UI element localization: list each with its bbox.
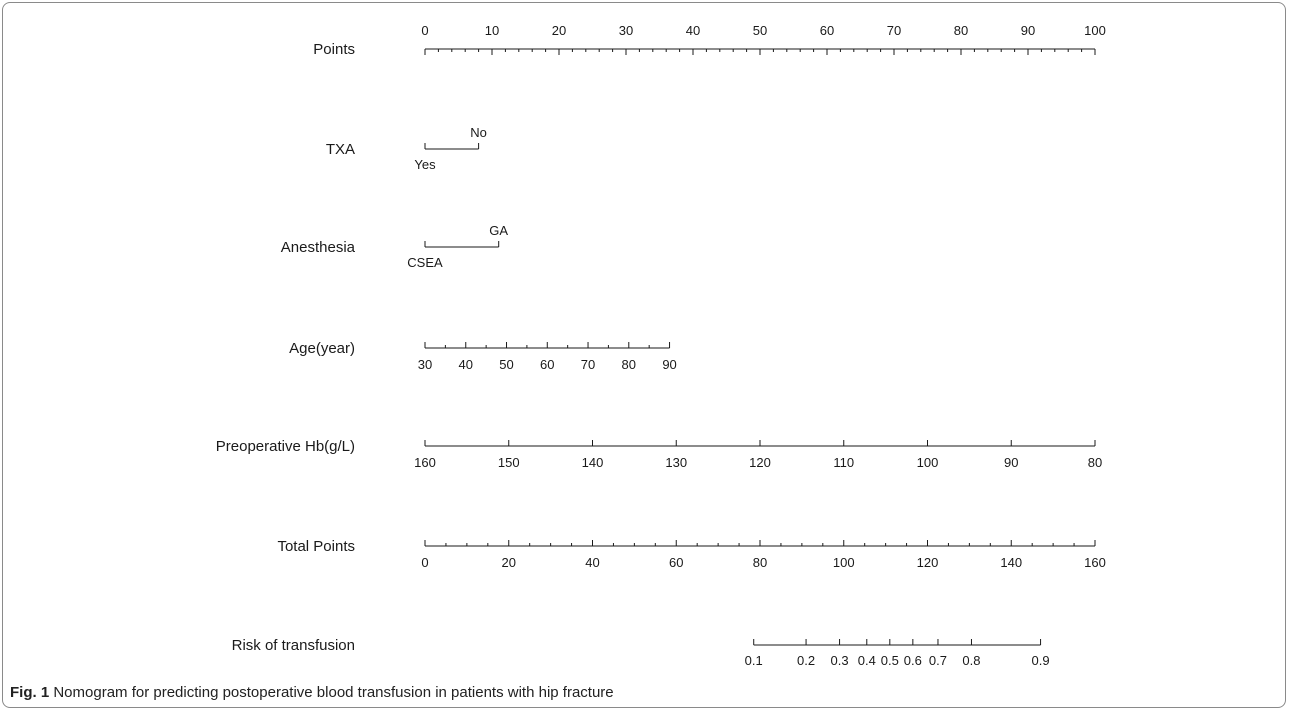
row-label-total-points: Total Points (277, 538, 355, 555)
tick-label: 0.7 (929, 653, 947, 668)
category-label-anesthesia: CSEA (407, 255, 443, 270)
tick-label: 20 (552, 23, 566, 38)
tick-label: 110 (833, 455, 854, 470)
tick-label: 140 (1000, 555, 1022, 570)
tick-label: 100 (833, 555, 855, 570)
row-label-age-year: Age(year) (289, 340, 355, 357)
category-label-anesthesia: GA (489, 223, 508, 238)
tick-label: 140 (582, 455, 604, 470)
tick-label: 60 (540, 357, 554, 372)
tick-label: 70 (887, 23, 901, 38)
tick-label: 0.1 (745, 653, 763, 668)
tick-label: 30 (418, 357, 432, 372)
tick-label: 90 (662, 357, 676, 372)
tick-label: 0.6 (904, 653, 922, 668)
tick-label: 90 (1004, 455, 1018, 470)
tick-label: 70 (581, 357, 595, 372)
tick-label: 0.4 (858, 653, 876, 668)
tick-label: 0 (421, 555, 428, 570)
tick-label: 90 (1021, 23, 1035, 38)
tick-label: 80 (954, 23, 968, 38)
figure-caption: Fig. 1 Nomogram for predicting postopera… (10, 684, 614, 701)
tick-label: 100 (1084, 23, 1106, 38)
tick-label: 30 (619, 23, 633, 38)
row-label-points: Points (313, 41, 355, 58)
row-label-anesthesia: Anesthesia (281, 239, 356, 256)
tick-label: 0.3 (831, 653, 849, 668)
tick-label: 80 (1088, 455, 1102, 470)
tick-label: 150 (498, 455, 520, 470)
tick-label: 50 (499, 357, 513, 372)
tick-label: 120 (917, 555, 939, 570)
row-label-txa: TXA (326, 141, 355, 158)
tick-label: 0.5 (881, 653, 899, 668)
tick-label: 0.9 (1032, 653, 1050, 668)
tick-label: 130 (665, 455, 687, 470)
tick-label: 20 (502, 555, 516, 570)
tick-label: 120 (749, 455, 771, 470)
caption-prefix: Fig. 1 (10, 684, 50, 701)
tick-label: 50 (753, 23, 767, 38)
category-label-txa: Yes (414, 157, 436, 172)
tick-label: 80 (753, 555, 767, 570)
tick-label: 160 (1084, 555, 1106, 570)
tick-label: 40 (459, 357, 473, 372)
tick-label: 100 (917, 455, 939, 470)
tick-label: 40 (585, 555, 599, 570)
tick-label: 0 (421, 23, 428, 38)
nomogram-chart: Points 0 10 20 30 40 50 60 70 80 90 100 TXA Yes No Anes… (216, 23, 1106, 668)
tick-label: 60 (820, 23, 834, 38)
row-label-risk-of-transfusion: Risk of transfusion (232, 637, 355, 654)
tick-label: 0.8 (962, 653, 980, 668)
tick-label: 80 (622, 357, 636, 372)
caption-text: Nomogram for predicting postoperative bl… (49, 684, 614, 701)
tick-label: 0.2 (797, 653, 815, 668)
tick-label: 40 (686, 23, 700, 38)
row-label-preoperative-hb-g-l: Preoperative Hb(g/L) (216, 438, 355, 455)
tick-label: 60 (669, 555, 683, 570)
tick-label: 10 (485, 23, 499, 38)
tick-label: 160 (414, 455, 436, 470)
category-label-txa: No (470, 125, 487, 140)
